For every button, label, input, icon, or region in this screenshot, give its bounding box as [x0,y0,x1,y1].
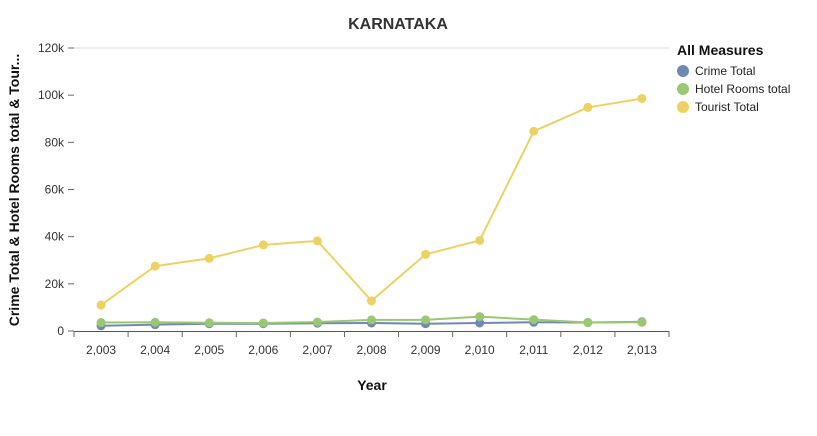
series-1 [96,312,647,328]
data-point[interactable] [258,318,268,328]
legend-label: Crime Total [695,64,755,78]
y-axis-title: Crime Total & Hotel Rooms total & Tour..… [6,54,22,327]
data-point[interactable] [96,318,106,328]
data-point[interactable] [150,317,160,327]
y-tick-label: 100k [38,88,65,102]
data-point[interactable] [529,126,539,136]
data-point[interactable] [583,318,593,328]
y-tick-label: 80k [45,135,65,149]
x-tick-label: 2,009 [411,343,441,357]
x-tick-label: 2,003 [86,343,116,357]
legend-swatch [677,65,689,77]
data-point[interactable] [96,300,106,310]
x-tick-label: 2,006 [248,343,278,357]
data-point[interactable] [367,315,376,325]
x-tick-label: 2,005 [194,343,224,357]
x-axis-title: Year [357,377,387,393]
data-point[interactable] [637,317,647,327]
legend-swatch [677,101,689,113]
data-point[interactable] [150,261,160,271]
data-point[interactable] [204,318,214,328]
legend-title: All Measures [677,42,764,58]
y-tick-label: 0 [57,324,64,338]
data-point[interactable] [312,236,322,246]
data-point[interactable] [312,317,322,327]
data-point[interactable] [475,312,485,322]
x-tick-label: 2,012 [573,343,603,357]
x-tick-label: 2,007 [302,343,332,357]
data-point[interactable] [258,240,268,250]
data-point[interactable] [475,235,485,245]
data-point[interactable] [529,315,539,325]
data-point[interactable] [204,253,214,263]
legend-label: Tourist Total [695,100,759,114]
x-tick-label: 2,013 [627,343,657,357]
y-tick-label: 120k [38,41,65,55]
y-tick-label: 60k [45,183,65,197]
chart-title: KARNATAKA [348,16,448,33]
x-tick-label: 2,004 [140,343,170,357]
series-line [100,97,643,306]
data-point[interactable] [475,318,485,328]
x-tick-label: 2,008 [356,343,386,357]
y-tick-label: 40k [45,230,65,244]
legend: All Measures Crime Total Hotel Rooms tota… [677,42,790,114]
data-point[interactable] [637,93,647,103]
legend-swatch [677,83,689,95]
legend-label: Hotel Rooms total [695,82,790,96]
data-point[interactable] [421,315,431,325]
x-tick-label: 2,010 [465,343,495,357]
y-tick-label: 20k [45,277,65,291]
x-tick-label: 2,011 [519,343,548,357]
series-2 [96,93,647,310]
data-point[interactable] [421,249,431,259]
data-point[interactable] [583,102,593,112]
data-point[interactable] [367,296,376,306]
